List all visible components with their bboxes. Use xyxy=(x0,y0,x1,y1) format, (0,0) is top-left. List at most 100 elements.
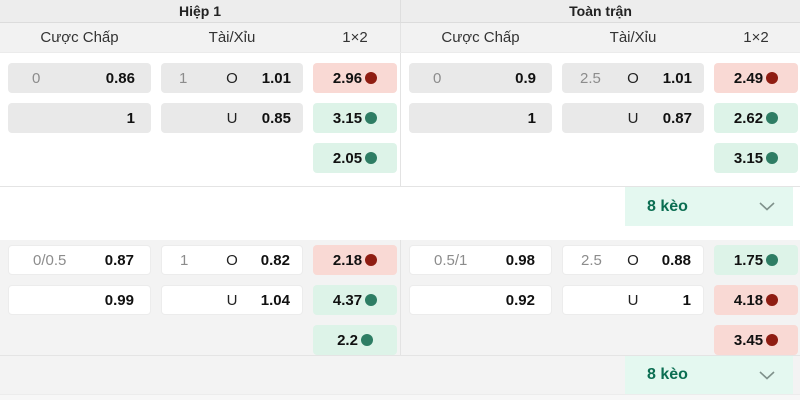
handicap-cell[interactable]: 1 xyxy=(8,103,151,133)
odds-value: 2.18 xyxy=(332,251,363,269)
handicap-cell[interactable]: 0.92 xyxy=(409,285,552,315)
under-cell[interactable]: U 0.85 xyxy=(161,103,303,133)
total-line: 1 xyxy=(180,251,189,269)
under-cell[interactable]: U 0.87 xyxy=(562,103,704,133)
odds-block-first-half: 0 0.86 1 O 1.01 2.96 1 U xyxy=(0,53,400,186)
trend-dot-icon xyxy=(766,334,779,346)
total-line: 1 xyxy=(179,69,188,87)
handicap-odds: 0.98 xyxy=(505,251,535,269)
chevron-down-icon xyxy=(759,367,775,384)
column-headers-full-match: Cược Chấp Tài/Xỉu 1×2 xyxy=(400,23,800,52)
trend-dot-icon xyxy=(365,254,378,266)
handicap-odds: 0.86 xyxy=(105,69,135,87)
odds-value: 3.15 xyxy=(733,149,764,167)
handicap-odds: 0.87 xyxy=(104,251,134,269)
column-header-over-under: Tài/Xỉu xyxy=(609,29,657,46)
handicap-odds: 1 xyxy=(126,109,135,127)
trend-dot-icon xyxy=(766,72,779,84)
under-odds: 1 xyxy=(682,291,691,309)
odds-block-first-half: 0/0.5 0.87 1 O 0.82 2.18 0.99 xyxy=(0,240,400,355)
under-cell[interactable]: U 1 xyxy=(562,285,704,315)
odds-value: 2.96 xyxy=(332,69,363,87)
handicap-cell[interactable]: 0 0.86 xyxy=(8,63,151,93)
group-footer: 8 kèo xyxy=(0,355,800,394)
handicap-cell[interactable]: 1 xyxy=(409,103,552,133)
over-odds: 1.01 xyxy=(662,69,692,87)
handicap-line: 0 xyxy=(433,69,442,87)
trend-dot-icon xyxy=(766,152,779,164)
1x2-away-odds[interactable]: 2.05 xyxy=(313,143,397,173)
chevron-down-icon xyxy=(759,198,775,215)
under-odds: 0.85 xyxy=(261,109,291,127)
odds-count-label: 8 kèo xyxy=(647,197,688,215)
odds-value: 4.37 xyxy=(332,291,363,309)
over-label: O xyxy=(226,251,238,269)
over-cell[interactable]: 2.5 O 1.01 xyxy=(562,63,704,93)
column-header-1x2: 1×2 xyxy=(743,29,769,46)
total-line: 2.5 xyxy=(580,69,601,87)
bottom-strip xyxy=(0,394,800,400)
trend-dot-icon xyxy=(365,112,378,124)
column-header-handicap: Cược Chấp xyxy=(40,29,119,46)
trend-dot-icon xyxy=(365,72,378,84)
odds-group-1: 0 0.86 1 O 1.01 2.96 1 U xyxy=(0,53,800,226)
over-odds: 0.82 xyxy=(260,251,290,269)
trend-dot-icon xyxy=(365,294,378,306)
1x2-home-odds[interactable]: 1.75 xyxy=(714,245,798,275)
handicap-cell[interactable]: 0.99 xyxy=(8,285,151,315)
over-label: O xyxy=(627,69,639,87)
odds-value: 2.05 xyxy=(332,149,363,167)
group-footer: 8 kèo xyxy=(0,186,800,226)
under-label: U xyxy=(627,291,639,309)
1x2-draw-odds[interactable]: 4.18 xyxy=(714,285,798,315)
1x2-home-odds[interactable]: 2.96 xyxy=(313,63,397,93)
column-header-over-under: Tài/Xỉu xyxy=(208,29,256,46)
1x2-away-odds[interactable]: 2.2 xyxy=(313,325,397,355)
column-header-row: Cược Chấp Tài/Xỉu 1×2 Cược Chấp Tài/Xỉu … xyxy=(0,23,800,53)
1x2-draw-odds[interactable]: 2.62 xyxy=(714,103,798,133)
odds-count-expander[interactable]: 8 kèo xyxy=(625,187,793,226)
over-label: O xyxy=(627,251,639,269)
handicap-odds: 0.9 xyxy=(515,69,536,87)
odds-value: 1.75 xyxy=(733,251,764,269)
handicap-cell[interactable]: 0 0.9 xyxy=(409,63,552,93)
handicap-odds: 0.99 xyxy=(104,291,134,309)
handicap-line: 0.5/1 xyxy=(434,251,468,269)
1x2-draw-odds[interactable]: 4.37 xyxy=(313,285,397,315)
odds-value: 2.2 xyxy=(337,331,358,349)
under-label: U xyxy=(226,291,238,309)
over-cell[interactable]: 1 O 1.01 xyxy=(161,63,303,93)
under-odds: 0.87 xyxy=(662,109,692,127)
trend-dot-icon xyxy=(766,112,779,124)
odds-value: 3.15 xyxy=(332,109,363,127)
trend-dot-icon xyxy=(766,294,779,306)
over-odds: 1.01 xyxy=(261,69,291,87)
1x2-home-odds[interactable]: 2.18 xyxy=(313,245,397,275)
over-cell[interactable]: 1 O 0.82 xyxy=(161,245,303,275)
under-cell[interactable]: U 1.04 xyxy=(161,285,303,315)
trend-dot-icon xyxy=(766,254,779,266)
section-title-full-match: Toàn trận xyxy=(400,0,800,22)
handicap-cell[interactable]: 0/0.5 0.87 xyxy=(8,245,151,275)
odds-count-label: 8 kèo xyxy=(647,366,688,383)
odds-count-expander[interactable]: 8 kèo xyxy=(625,356,793,394)
odds-group-2: 0/0.5 0.87 1 O 0.82 2.18 0.99 xyxy=(0,240,800,394)
handicap-odds: 1 xyxy=(527,109,536,127)
column-header-handicap: Cược Chấp xyxy=(441,29,520,46)
handicap-line: 0/0.5 xyxy=(33,251,67,269)
over-cell[interactable]: 2.5 O 0.88 xyxy=(562,245,704,275)
handicap-odds: 0.92 xyxy=(505,291,535,309)
odds-value: 3.45 xyxy=(733,331,764,349)
1x2-away-odds[interactable]: 3.15 xyxy=(714,143,798,173)
1x2-home-odds[interactable]: 2.49 xyxy=(714,63,798,93)
1x2-draw-odds[interactable]: 3.15 xyxy=(313,103,397,133)
section-title-bar: Hiệp 1 Toàn trận xyxy=(0,0,800,23)
odds-value: 2.49 xyxy=(733,69,764,87)
1x2-away-odds[interactable]: 3.45 xyxy=(714,325,798,355)
handicap-cell[interactable]: 0.5/1 0.98 xyxy=(409,245,552,275)
under-label: U xyxy=(627,109,639,127)
under-label: U xyxy=(226,109,238,127)
handicap-line: 0 xyxy=(32,69,41,87)
column-headers-first-half: Cược Chấp Tài/Xỉu 1×2 xyxy=(0,23,400,52)
